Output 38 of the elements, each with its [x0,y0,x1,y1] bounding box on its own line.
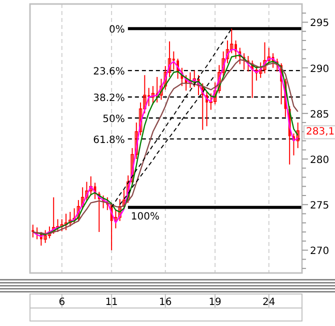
x-tick-label: 24 [262,297,276,308]
candlestick [85,181,88,202]
candlestick [32,224,34,238]
candlestick [80,186,84,210]
y-tick-label: 280 [310,155,330,166]
candlestick [122,190,126,210]
annotation: 100% [130,211,160,222]
candlestick [172,50,175,70]
y-tick-label: 285 [310,109,330,120]
candlestick [89,176,92,196]
annotation: 283,1 [306,126,335,138]
candlestick [213,82,217,105]
y-tick-label: 290 [310,64,330,75]
candlestick [44,230,47,244]
x-tick-label: 16 [159,297,172,308]
candlestick [160,78,163,100]
annotation: 61.8% [93,134,125,146]
candlestick [76,200,80,222]
x-tick-label: 6 [58,297,66,308]
y-tick-label: 295 [310,18,330,30]
candlestick [118,198,122,222]
x-tick-label: 11 [105,297,118,308]
candlestick [267,47,270,65]
candlestick [263,42,266,74]
candlestick [188,72,192,88]
annotation: 0% [109,24,125,36]
candlestick [296,122,300,149]
x-tick-label: 19 [208,297,222,308]
candlestick [68,211,72,227]
candlestick [126,174,130,204]
candlestick [52,196,56,234]
y-tick-label: 275 [310,200,330,212]
annotation: 50% [102,114,125,125]
candlestick [151,86,155,105]
y-tick-label: 270 [310,246,330,258]
annotation: 38.2% [93,93,125,104]
candlestick [259,62,262,78]
annotation: 23.6% [93,66,125,78]
